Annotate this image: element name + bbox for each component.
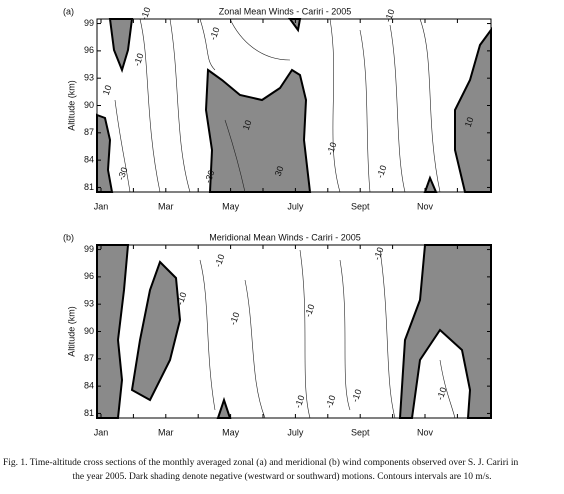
contour-label: -10 bbox=[132, 52, 146, 68]
y-tick-label: 99 bbox=[84, 244, 94, 254]
x-tick-label: July bbox=[287, 427, 304, 437]
panel-b: (b) Meridional Mean Winds - Cariri - 2005… bbox=[63, 232, 492, 437]
x-tick-label: Mar bbox=[158, 427, 174, 437]
x-tick-label: July bbox=[287, 201, 304, 211]
negative-region bbox=[130, 260, 182, 402]
contour-label: -30 bbox=[203, 169, 217, 185]
contour-label: -10 bbox=[293, 394, 307, 410]
x-tick-label: Nov bbox=[417, 201, 434, 211]
panel-title: Meridional Mean Winds - Cariri - 2005 bbox=[209, 232, 361, 242]
x-tick-label: Sept bbox=[351, 201, 370, 211]
panel-a: (a) Zonal Mean Winds - Cariri - 2005 Altit… bbox=[63, 6, 492, 211]
y-tick-label: 96 bbox=[84, 271, 94, 281]
contour-label: -10 bbox=[383, 8, 397, 24]
contour-label: -10 bbox=[303, 303, 317, 319]
panel-title: Zonal Mean Winds - Cariri - 2005 bbox=[219, 6, 352, 16]
contour-label: -10 bbox=[324, 394, 338, 410]
y-axis-label: Altitude (km) bbox=[66, 80, 76, 131]
contour-label: -30 bbox=[116, 166, 130, 182]
y-tick-label: 99 bbox=[84, 18, 94, 28]
contour-label: -10 bbox=[208, 26, 222, 42]
y-tick-label: 87 bbox=[84, 353, 94, 363]
contour-label: -10 bbox=[325, 141, 339, 157]
contour-label: -10 bbox=[375, 164, 389, 180]
panel-label: (a) bbox=[63, 6, 74, 16]
contour-label: 30 bbox=[273, 165, 286, 178]
y-tick-label: 90 bbox=[84, 326, 94, 336]
caption-line: the year 2005. Dark shading denote negat… bbox=[73, 471, 492, 482]
contour-label: -10 bbox=[139, 6, 153, 22]
y-tick-label: 90 bbox=[84, 100, 94, 110]
y-tick-label: 81 bbox=[84, 182, 94, 192]
contour-label: -10 bbox=[213, 253, 227, 269]
contour-label: 10 bbox=[241, 119, 254, 132]
contour-label: -10 bbox=[228, 311, 242, 327]
y-tick-label: 81 bbox=[84, 408, 94, 418]
contour-label: 10 bbox=[463, 116, 476, 129]
contour-label: -10 bbox=[435, 386, 449, 402]
y-axis-label: Altitude (km) bbox=[66, 306, 76, 357]
y-tick-label: 93 bbox=[84, 73, 94, 83]
caption-line: Fig. 1. Time-altitude cross sections of … bbox=[3, 457, 519, 468]
contour-label: -10 bbox=[372, 246, 386, 262]
contour-label: 10 bbox=[101, 84, 114, 97]
y-tick-label: 84 bbox=[84, 155, 94, 165]
y-tick-label: 87 bbox=[84, 127, 94, 137]
negative-region bbox=[204, 68, 312, 193]
x-tick-label: Jan bbox=[94, 201, 109, 211]
x-tick-label: Mar bbox=[158, 201, 174, 211]
y-tick-label: 84 bbox=[84, 381, 94, 391]
x-tick-label: Nov bbox=[417, 427, 434, 437]
y-tick-label: 93 bbox=[84, 299, 94, 309]
contour-label: -10 bbox=[350, 388, 364, 404]
y-tick-label: 96 bbox=[84, 45, 94, 55]
x-tick-label: May bbox=[222, 201, 240, 211]
x-tick-label: Jan bbox=[94, 427, 109, 437]
x-tick-label: Sept bbox=[351, 427, 370, 437]
panel-label: (b) bbox=[63, 232, 74, 242]
x-tick-label: May bbox=[222, 427, 240, 437]
contour-label: -10 bbox=[175, 291, 189, 307]
